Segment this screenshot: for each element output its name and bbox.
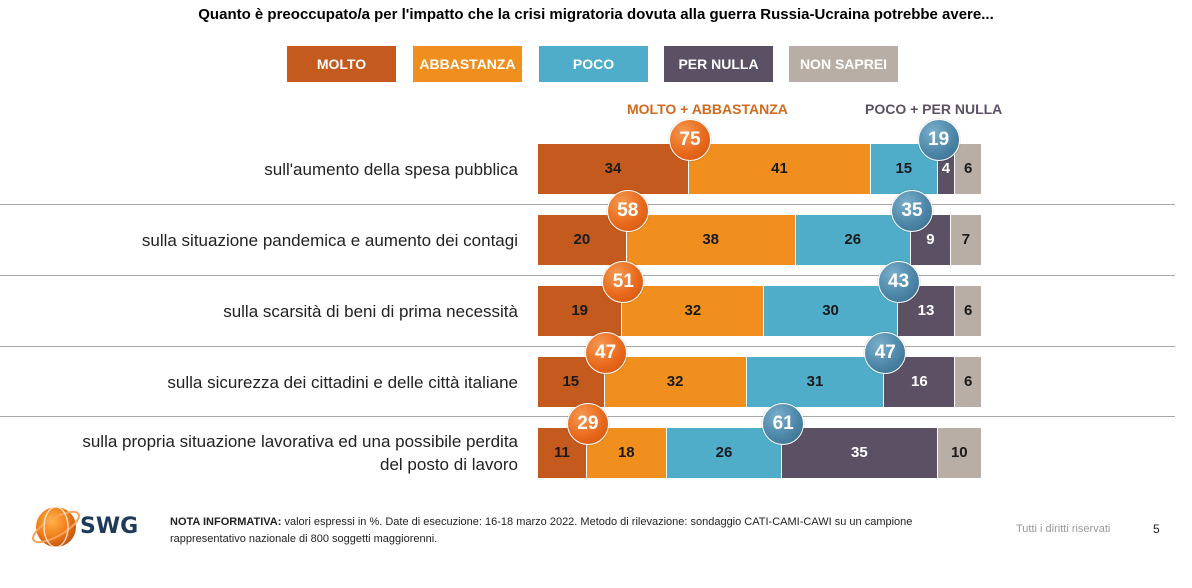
legend-item-non-saprei: NON SAPREI bbox=[789, 46, 898, 82]
category-label: sulla situazione pandemica e aumento dei… bbox=[141, 230, 518, 250]
total-bubble-positive: 29 bbox=[566, 403, 609, 445]
chart-title: Quanto è preoccupato/a per l'impatto che… bbox=[198, 6, 994, 23]
legend-item-poco: POCO bbox=[539, 46, 648, 82]
bar-segment-poco: 15 bbox=[871, 144, 938, 194]
bar-segment-per-nulla: 35 bbox=[782, 428, 938, 478]
bar-segment-abbastanza: 32 bbox=[622, 286, 765, 336]
group-label-positive: MOLTO + ABBASTANZA bbox=[627, 101, 788, 117]
category-label: sulla sicurezza dei cittadini e delle ci… bbox=[167, 372, 518, 392]
logo-text: SWG bbox=[80, 514, 139, 539]
total-bubble-positive: 51 bbox=[602, 261, 645, 303]
row-separator bbox=[0, 204, 1175, 205]
bar-segment-poco: 26 bbox=[666, 428, 783, 478]
bar-segment-non-saprei: 6 bbox=[955, 286, 982, 336]
category-label: sulla scarsità di beni di prima necessit… bbox=[223, 301, 518, 321]
bar-segment-molto: 34 bbox=[538, 144, 689, 194]
total-bubble-negative: 61 bbox=[762, 403, 805, 445]
bar-segment-molto: 19 bbox=[538, 286, 623, 336]
bar-segment-abbastanza: 41 bbox=[688, 144, 871, 194]
total-bubble-negative: 47 bbox=[864, 332, 907, 374]
category-label: sulla propria situazione lavorativa ed u… bbox=[82, 432, 518, 474]
rights-text: Tutti i diritti riservati bbox=[1016, 523, 1111, 535]
swg-logo bbox=[28, 500, 148, 550]
bar-segment-abbastanza: 38 bbox=[626, 215, 796, 265]
bar-segment-non-saprei: 6 bbox=[955, 144, 982, 194]
legend-item-molto: MOLTO bbox=[287, 46, 396, 82]
bar-segment-poco: 26 bbox=[795, 215, 911, 265]
bar-segment-non-saprei: 7 bbox=[950, 215, 982, 265]
total-bubble-negative: 43 bbox=[877, 261, 920, 303]
footer-note: NOTA INFORMATIVA: valori espressi in %. … bbox=[170, 514, 990, 548]
page-number: 5 bbox=[1153, 522, 1160, 536]
bar-segment-non-saprei: 6 bbox=[955, 357, 982, 407]
group-label-negative: POCO + PER NULLA bbox=[865, 101, 1003, 117]
total-bubble-positive: 47 bbox=[584, 332, 627, 374]
row-separator bbox=[0, 275, 1175, 276]
bar-segment-abbastanza: 32 bbox=[604, 357, 747, 407]
legend-item-abbastanza: ABBASTANZA bbox=[413, 46, 522, 82]
legend: MOLTO ABBASTANZA POCO PER NULLA NON SAPR… bbox=[0, 46, 1192, 82]
total-bubble-positive: 75 bbox=[668, 119, 711, 161]
bar-segment-non-saprei: 10 bbox=[937, 428, 982, 478]
legend-item-per-nulla: PER NULLA bbox=[664, 46, 773, 82]
bar-segment-poco: 30 bbox=[764, 286, 898, 336]
total-bubble-negative: 19 bbox=[917, 119, 960, 161]
bar-segment-poco: 31 bbox=[746, 357, 885, 407]
note-label: NOTA INFORMATIVA: bbox=[170, 516, 282, 528]
category-label: sull'aumento della spesa pubblica bbox=[264, 159, 518, 179]
total-bubble-negative: 35 bbox=[890, 190, 933, 232]
bar-segment-per-nulla: 16 bbox=[884, 357, 956, 407]
total-bubble-positive: 58 bbox=[606, 190, 649, 232]
note-text: valori espressi in %. Date di esecuzione… bbox=[170, 516, 913, 545]
swg-globe-icon bbox=[32, 506, 80, 548]
